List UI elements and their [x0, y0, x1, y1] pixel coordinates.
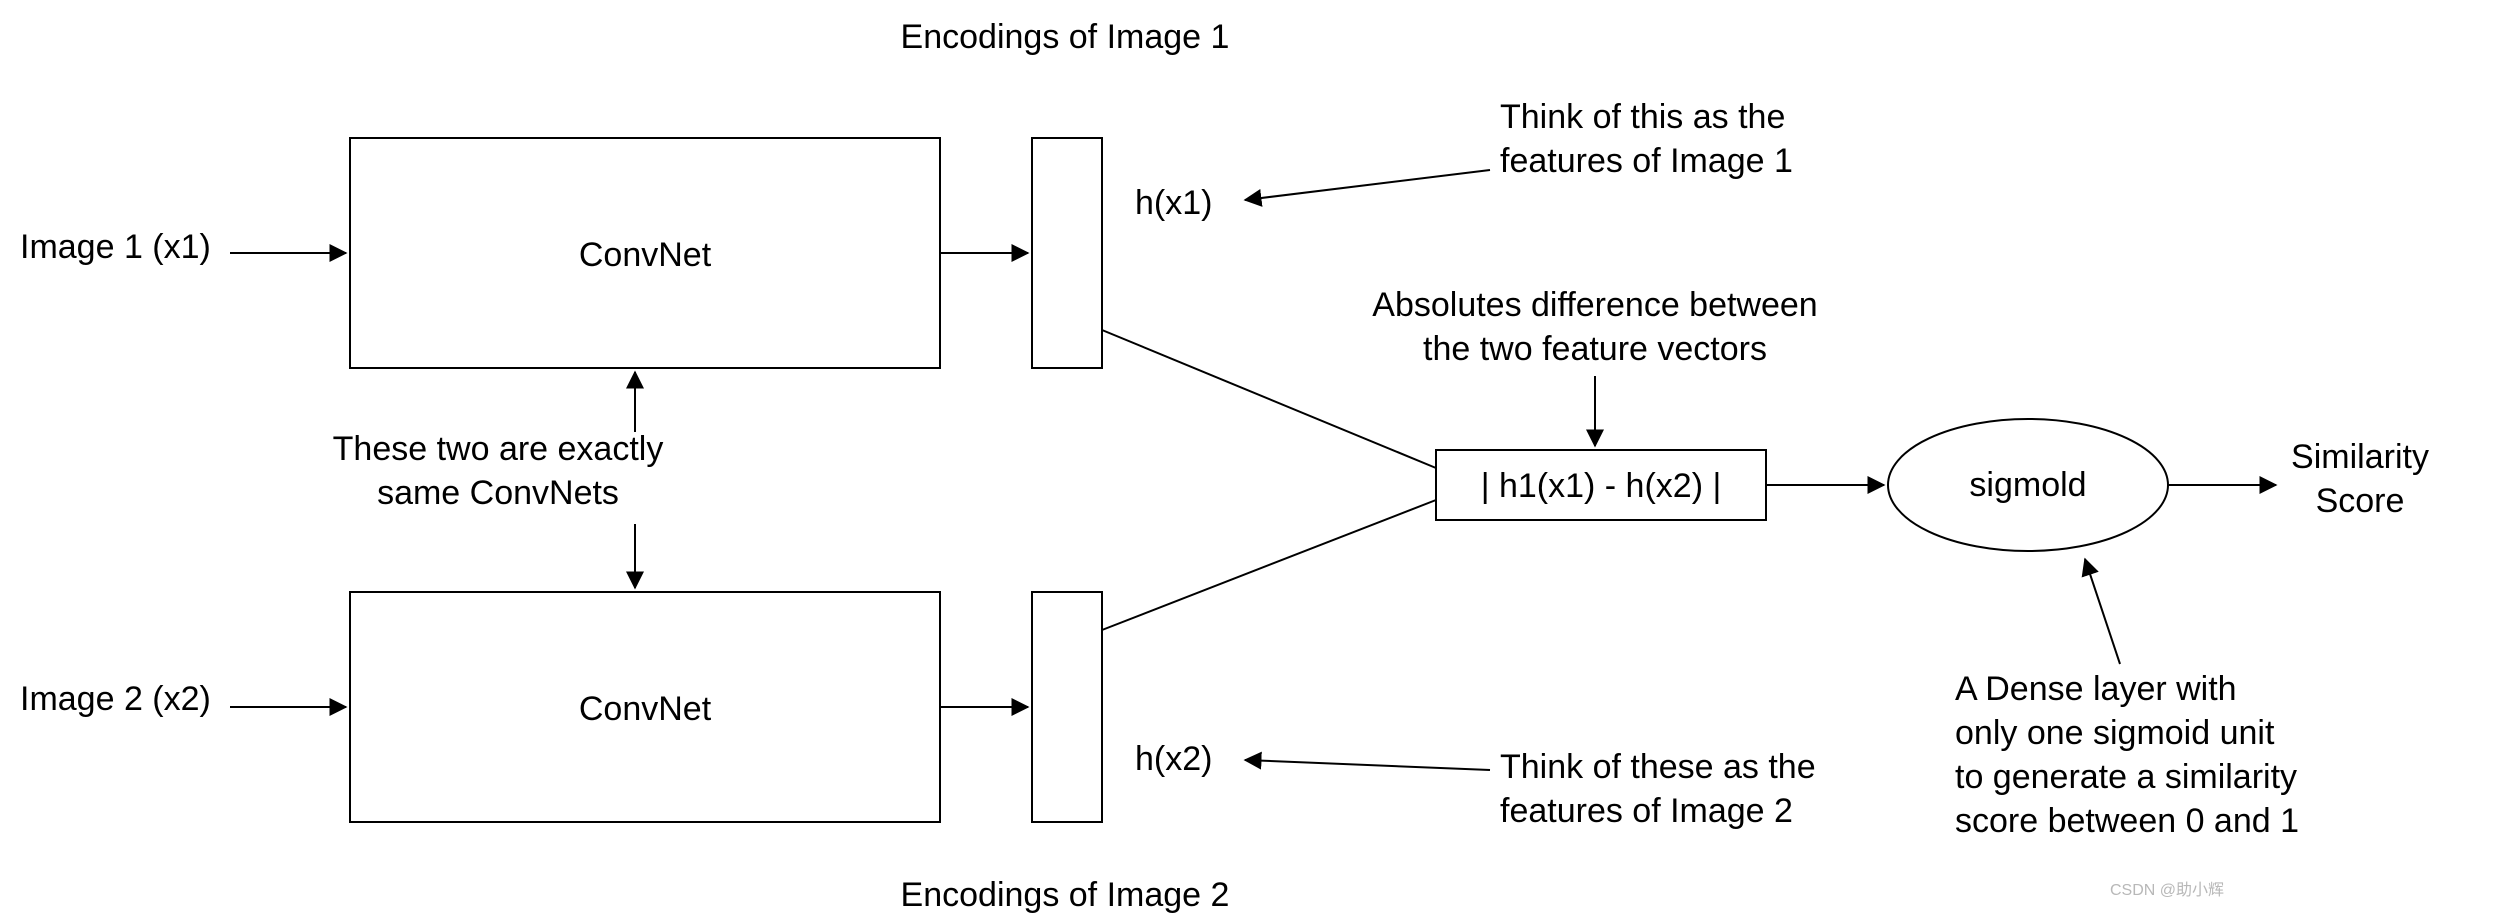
note-sigmoid-line2: only one sigmoid unit	[1955, 714, 2275, 752]
watermark: CSDN @助小辉	[2110, 881, 2224, 899]
sigmoid-label: sigmold	[1969, 466, 2086, 504]
note-diff-line2: the two feature vectors	[1423, 330, 1767, 368]
hx1-label: h(x1)	[1135, 184, 1212, 222]
image-1-input-label: Image 1 (x1)	[20, 228, 211, 266]
output-line2: Score	[2316, 482, 2405, 520]
note-hx2-line1: Think of these as the	[1500, 748, 1816, 786]
encodings-1-title: Encodings of Image 1	[901, 18, 1230, 56]
encoding-1-box	[1032, 138, 1102, 368]
convnet-1-label: ConvNet	[579, 236, 712, 274]
line-enc1-to-diff	[1102, 330, 1436, 468]
image-2-input-label: Image 2 (x2)	[20, 680, 211, 718]
encodings-2-title: Encodings of Image 2	[901, 876, 1230, 914]
arrow-note-hx1	[1245, 170, 1490, 200]
note-hx1-line1: Think of this as the	[1500, 98, 1785, 136]
arrow-note-sigmoid	[2085, 559, 2120, 664]
note-sigmoid-line3: to generate a similarity	[1955, 758, 2297, 796]
hx2-label: h(x2)	[1135, 740, 1212, 778]
encoding-2-box	[1032, 592, 1102, 822]
same-convnets-line1: These two are exactly	[333, 430, 664, 468]
arrow-note-hx2	[1245, 760, 1490, 770]
same-convnets-line2: same ConvNets	[377, 474, 619, 512]
abs-diff-label: | h1(x1) - h(x2) |	[1481, 467, 1722, 505]
convnet-2-label: ConvNet	[579, 690, 712, 728]
output-line1: Similarity	[2291, 438, 2429, 476]
note-hx2-line2: features of Image 2	[1500, 792, 1793, 830]
note-diff-line1: Absolutes difference between	[1372, 286, 1817, 324]
note-hx1-line2: features of Image 1	[1500, 142, 1793, 180]
note-sigmoid-line1: A Dense layer with	[1955, 670, 2237, 708]
line-enc2-to-diff	[1102, 500, 1436, 630]
note-sigmoid-line4: score between 0 and 1	[1955, 802, 2299, 840]
